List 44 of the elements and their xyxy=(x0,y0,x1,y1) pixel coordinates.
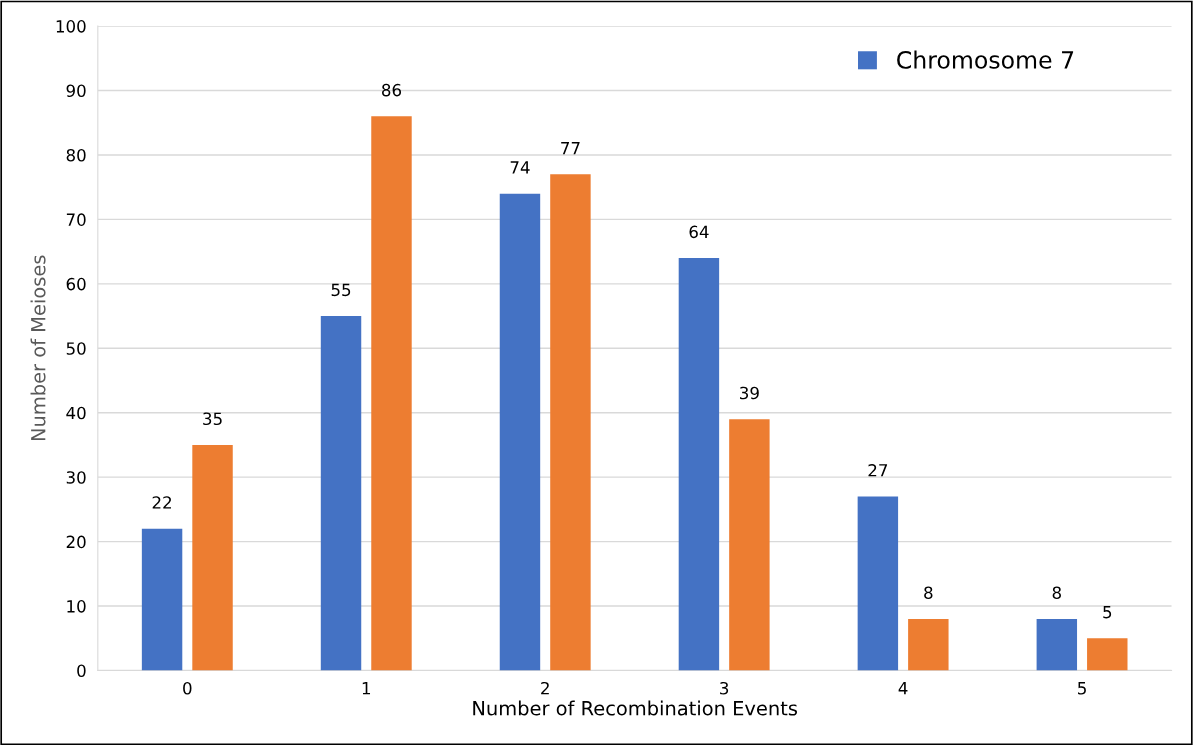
bar xyxy=(857,496,899,671)
y-tick-label: 0 xyxy=(77,664,86,678)
x-tick-label: 2 xyxy=(541,681,549,695)
y-tick-label: 30 xyxy=(66,471,86,484)
y-tick-label: 50 xyxy=(66,342,86,355)
data-label: 5 xyxy=(1103,605,1112,619)
data-label: 86 xyxy=(382,83,402,97)
bar xyxy=(1087,638,1128,671)
data-label: 8 xyxy=(1052,586,1061,600)
data-label: 77 xyxy=(561,142,580,155)
y-tick-label: 60 xyxy=(66,277,86,291)
x-tick-label: 4 xyxy=(898,682,908,695)
y-tick-label: 70 xyxy=(66,213,86,226)
x-tick-label: 5 xyxy=(1078,682,1086,695)
data-label: 8 xyxy=(924,586,933,600)
data-label: 35 xyxy=(203,412,222,426)
x-tick-label: 1 xyxy=(362,682,371,695)
y-tick-label: 10 xyxy=(67,600,86,613)
bar xyxy=(192,444,233,671)
data-label: 27 xyxy=(868,464,888,477)
y-tick-label: 80 xyxy=(66,148,86,162)
data-label: 55 xyxy=(331,283,351,297)
y-axis-title: Number of Meioses xyxy=(30,255,46,441)
legend-label: Chromosome 7 xyxy=(897,50,1074,69)
x-tick-label: 0 xyxy=(183,681,192,695)
bar xyxy=(550,174,591,671)
y-tick-label: 100 xyxy=(56,20,86,33)
y-tick-label: 20 xyxy=(66,535,86,549)
y-tick-label: 40 xyxy=(66,406,86,420)
bar xyxy=(141,528,183,671)
bar xyxy=(1036,618,1078,671)
bar xyxy=(729,419,770,671)
bar xyxy=(678,258,720,671)
data-label: 74 xyxy=(510,161,530,174)
data-label: 64 xyxy=(689,225,709,239)
bar xyxy=(908,618,949,671)
bar xyxy=(499,193,541,671)
data-label: 39 xyxy=(740,386,759,400)
y-tick-label: 90 xyxy=(66,84,86,98)
x-axis-title: Number of Recombination Events xyxy=(473,700,798,716)
x-tick-label: 3 xyxy=(720,681,729,695)
bar xyxy=(371,116,412,671)
data-label: 22 xyxy=(152,496,171,509)
bar xyxy=(320,316,362,671)
